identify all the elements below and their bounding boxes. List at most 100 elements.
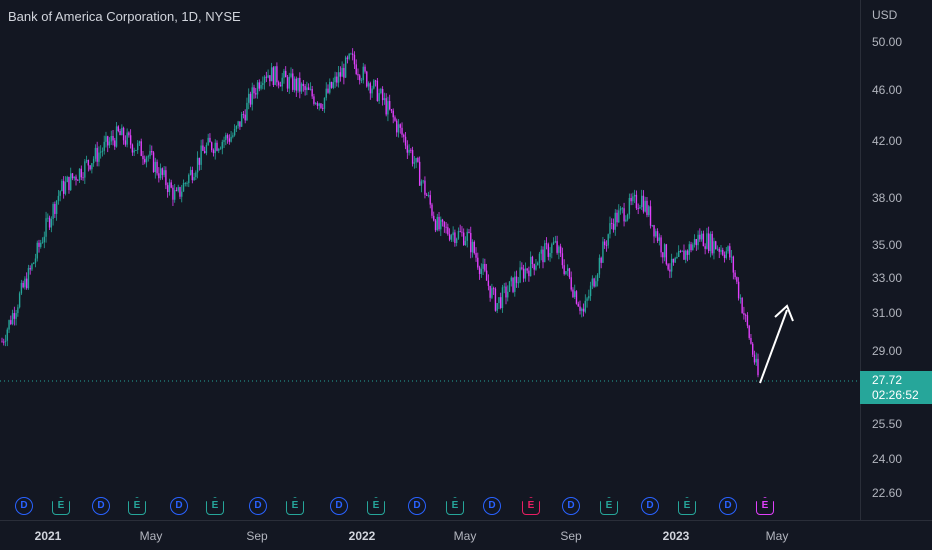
price-chart[interactable]	[0, 0, 860, 520]
candle-body	[503, 286, 505, 288]
candle-body	[119, 130, 121, 136]
candle-body	[662, 252, 664, 258]
candle-body	[336, 76, 338, 83]
candle-body	[649, 206, 652, 226]
candle-body	[537, 262, 539, 266]
time-tick: May	[139, 529, 163, 543]
candle-body	[276, 66, 278, 83]
candle-body	[181, 191, 183, 197]
earnings-marker[interactable]: E	[52, 497, 70, 515]
candle-body	[574, 291, 576, 298]
candle-body	[343, 68, 345, 78]
candle-body	[642, 195, 645, 212]
candle-body	[124, 140, 127, 145]
earnings-marker[interactable]: E	[522, 497, 540, 515]
candle-body	[207, 137, 209, 145]
candle-body	[508, 281, 511, 292]
dividend-marker[interactable]: D	[15, 497, 33, 515]
earnings-marker[interactable]: E	[756, 497, 774, 515]
candle-body	[498, 297, 500, 304]
currency-label[interactable]: USD	[872, 8, 898, 22]
candle-body	[373, 80, 375, 89]
candle-body	[621, 208, 624, 210]
time-tick: May	[453, 529, 477, 543]
candle-body	[99, 151, 102, 153]
candle-body	[633, 194, 636, 197]
time-axis-border	[0, 520, 932, 521]
earnings-marker[interactable]: E	[128, 497, 146, 515]
candle-body	[182, 183, 185, 192]
candle-body	[41, 242, 44, 244]
candle-body	[307, 87, 310, 90]
dividend-marker[interactable]: D	[330, 497, 348, 515]
trend-arrow[interactable]	[759, 304, 794, 384]
candle-body	[371, 88, 373, 94]
candle-body	[436, 216, 438, 231]
candle-body	[526, 268, 528, 271]
candle-body	[685, 250, 687, 260]
candle-body	[552, 242, 555, 245]
candle-body	[529, 256, 532, 277]
candle-body	[144, 159, 146, 163]
candle-body	[653, 225, 655, 237]
dividend-marker[interactable]: D	[483, 497, 501, 515]
dividend-marker[interactable]: D	[249, 497, 267, 515]
candle-body	[558, 246, 560, 253]
candle-body	[374, 80, 377, 82]
candle-body	[718, 248, 720, 252]
candle-body	[10, 320, 12, 325]
candle-body	[478, 267, 481, 274]
candle-body	[66, 176, 68, 183]
candle-body	[91, 163, 93, 170]
candle-body	[313, 96, 315, 104]
candle-body	[226, 135, 229, 139]
earnings-marker[interactable]: E	[678, 497, 696, 515]
candle-body	[45, 218, 47, 237]
candle-body	[48, 217, 51, 228]
price-tick: 22.60	[872, 485, 903, 500]
candle-body	[133, 150, 135, 153]
dividend-marker[interactable]: D	[92, 497, 110, 515]
candle-body	[388, 101, 391, 110]
candle-body	[362, 66, 364, 81]
candle-body	[514, 276, 516, 292]
candle-body	[309, 88, 312, 90]
candle-body	[195, 172, 197, 178]
candle-body	[515, 276, 518, 283]
candle-body	[292, 73, 294, 90]
candle-body	[122, 127, 125, 141]
candle-body	[609, 223, 611, 235]
dividend-marker[interactable]: D	[641, 497, 659, 515]
candle-body	[369, 83, 372, 94]
earnings-marker[interactable]: E	[367, 497, 385, 515]
candle-body	[214, 142, 216, 154]
candle-body	[507, 291, 509, 298]
candle-body	[401, 127, 403, 135]
candle-body	[596, 274, 599, 282]
candle-body	[672, 258, 675, 263]
candle-body	[219, 148, 222, 150]
dividend-marker[interactable]: D	[170, 497, 188, 515]
candle-body	[429, 195, 431, 205]
candle-body	[316, 103, 319, 106]
candle-body	[24, 278, 26, 288]
candle-body	[366, 71, 368, 87]
earnings-marker[interactable]: E	[206, 497, 224, 515]
candle-body	[598, 257, 601, 275]
dividend-marker[interactable]: D	[719, 497, 737, 515]
earnings-marker[interactable]: E	[286, 497, 304, 515]
price-tick: 38.00	[872, 190, 903, 205]
candle-body	[13, 313, 16, 319]
candle-body	[482, 263, 484, 269]
candle-body	[723, 254, 726, 258]
dividend-marker[interactable]: D	[562, 497, 580, 515]
dividend-marker[interactable]: D	[408, 497, 426, 515]
candle-body	[29, 268, 31, 270]
earnings-marker[interactable]: E	[446, 497, 464, 515]
time-tick: May	[765, 529, 789, 543]
symbol-title[interactable]: Bank of America Corporation, 1D, NYSE	[8, 9, 241, 24]
earnings-marker[interactable]: E	[600, 497, 618, 515]
candle-body	[570, 277, 572, 290]
candle-body	[461, 231, 463, 233]
candle-body	[330, 82, 333, 88]
